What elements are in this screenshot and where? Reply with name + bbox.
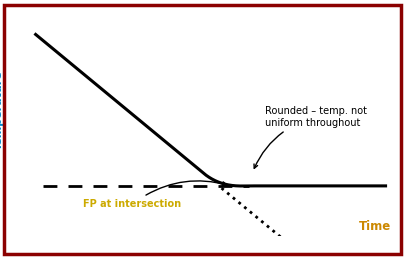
Text: Temperature: Temperature (0, 70, 4, 150)
Text: Rounded – temp. not
uniform throughout: Rounded – temp. not uniform throughout (254, 106, 367, 168)
Text: FP at intersection: FP at intersection (83, 181, 226, 209)
Text: Time: Time (358, 219, 391, 233)
